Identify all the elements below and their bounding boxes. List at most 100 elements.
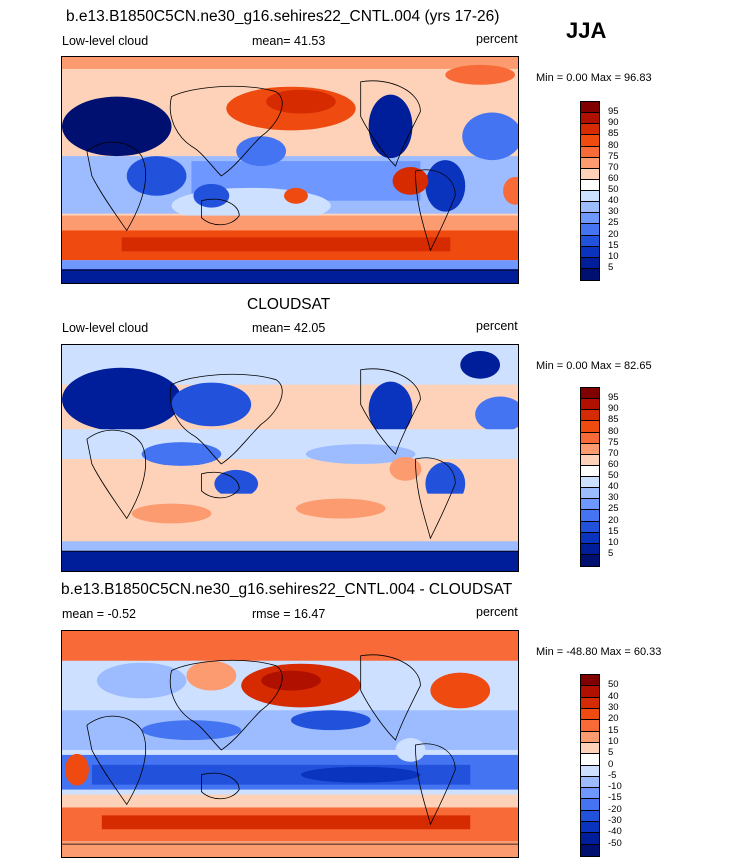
colorbar-label: 95 bbox=[608, 392, 619, 404]
colorbar-swatch bbox=[581, 510, 599, 522]
panel1-colorbar-labels: 95 90 85 80 75 70 60 50 40 30 25 20 15 10 5 bbox=[608, 101, 648, 281]
colorbar-swatch bbox=[581, 432, 599, 444]
colorbar-swatch bbox=[581, 465, 599, 477]
colorbar-swatch bbox=[581, 844, 599, 856]
colorbar-swatch bbox=[581, 765, 599, 777]
season-label: JJA bbox=[566, 18, 607, 43]
colorbar-swatch bbox=[581, 191, 599, 203]
colorbar-label: 20 bbox=[608, 514, 619, 526]
colorbar-swatch bbox=[581, 799, 599, 811]
colorbar-swatch bbox=[581, 532, 599, 544]
colorbar-swatch bbox=[581, 135, 599, 147]
colorbar-label: -10 bbox=[608, 781, 622, 793]
colorbar-swatch bbox=[581, 146, 599, 158]
colorbar-label: 10 bbox=[608, 536, 619, 548]
colorbar-swatch bbox=[581, 488, 599, 500]
colorbar-label: 70 bbox=[608, 447, 619, 459]
panel3-colorbar bbox=[580, 674, 600, 857]
colorbar-swatch bbox=[581, 742, 599, 755]
colorbar-swatch bbox=[581, 113, 599, 125]
colorbar-label: 10 bbox=[608, 735, 619, 747]
colorbar-label: 40 bbox=[608, 690, 619, 702]
colorbar-swatch bbox=[581, 477, 599, 489]
panel2-colorbar-labels: 95 90 85 80 75 70 60 50 40 30 25 20 15 10 5 bbox=[608, 387, 648, 567]
colorbar-swatch bbox=[581, 213, 599, 225]
colorbar-swatch bbox=[581, 202, 599, 214]
colorbar-swatch bbox=[581, 454, 599, 466]
panel1-units-label: percent bbox=[476, 32, 518, 46]
colorbar-label: -40 bbox=[608, 826, 622, 838]
colorbar-label: 5 bbox=[608, 747, 614, 759]
colorbar-label: 50 bbox=[608, 184, 619, 195]
colorbar-swatch bbox=[581, 697, 599, 709]
colorbar-swatch bbox=[581, 833, 599, 845]
colorbar-swatch bbox=[581, 810, 599, 823]
colorbar-swatch bbox=[581, 410, 599, 422]
colorbar-swatch bbox=[581, 720, 599, 732]
panel3-rmse-label: rmse = 16.47 bbox=[252, 607, 326, 621]
colorbar-label: -15 bbox=[608, 792, 622, 804]
panel3-minmax: Min = -48.80 Max = 60.33 bbox=[536, 646, 662, 658]
colorbar-label: 10 bbox=[608, 250, 619, 262]
colorbar-label: 5 bbox=[608, 261, 614, 273]
colorbar-label: 15 bbox=[608, 724, 619, 736]
panel2-map bbox=[61, 344, 519, 572]
colorbar-label: 5 bbox=[608, 547, 614, 559]
colorbar-label: -30 bbox=[608, 815, 622, 827]
colorbar-label: 30 bbox=[608, 701, 619, 713]
colorbar-label: 0 bbox=[608, 758, 614, 770]
colorbar-label: -50 bbox=[608, 837, 622, 849]
panel1-title: b.e13.B1850C5CN.ne30_g16.sehires22_CNTL.… bbox=[66, 8, 500, 25]
colorbar-swatch bbox=[581, 543, 599, 555]
colorbar-swatch bbox=[581, 179, 599, 191]
panel2-colorbar bbox=[580, 387, 600, 567]
colorbar-swatch bbox=[581, 776, 599, 789]
colorbar-label: 25 bbox=[608, 503, 619, 515]
panel2-minmax: Min = 0.00 Max = 82.65 bbox=[536, 360, 652, 372]
colorbar-label: 30 bbox=[608, 492, 619, 504]
colorbar-label: 75 bbox=[608, 436, 619, 448]
colorbar-swatch bbox=[581, 686, 599, 698]
colorbar-swatch bbox=[581, 224, 599, 236]
colorbar-label: 90 bbox=[608, 403, 619, 415]
colorbar-swatch bbox=[581, 443, 599, 455]
colorbar-label: 50 bbox=[608, 470, 619, 481]
colorbar-swatch bbox=[581, 554, 599, 566]
colorbar-label: 20 bbox=[608, 228, 619, 240]
colorbar-swatch bbox=[581, 788, 599, 800]
colorbar-swatch bbox=[581, 157, 599, 169]
panel1-colorbar bbox=[580, 101, 600, 281]
colorbar-swatch bbox=[581, 246, 599, 258]
panel2-title: CLOUDSAT bbox=[247, 296, 331, 313]
panel3-map bbox=[61, 630, 519, 858]
colorbar-label: 25 bbox=[608, 217, 619, 229]
colorbar-label: 70 bbox=[608, 161, 619, 173]
panel3-mean-label: mean = -0.52 bbox=[62, 607, 137, 621]
colorbar-label: 30 bbox=[608, 206, 619, 218]
panel3-colorbar-labels: 50 40 30 20 15 10 5 0 -5 -10 -15 -20 -30 -40 -50 bbox=[608, 674, 648, 857]
colorbar-swatch bbox=[581, 521, 599, 533]
colorbar-swatch bbox=[581, 421, 599, 433]
panel3-units-label: percent bbox=[476, 605, 518, 619]
colorbar-label: -20 bbox=[608, 803, 622, 815]
colorbar-label: 80 bbox=[608, 139, 619, 151]
colorbar-label: 80 bbox=[608, 425, 619, 437]
panel1-map bbox=[61, 56, 519, 284]
colorbar-swatch bbox=[581, 268, 599, 280]
panel1-minmax: Min = 0.00 Max = 96.83 bbox=[536, 72, 652, 84]
colorbar-swatch bbox=[581, 388, 599, 400]
colorbar-label: 50 bbox=[608, 679, 619, 691]
panel2-units-label: percent bbox=[476, 319, 518, 333]
panel2-mean-label: mean= 42.05 bbox=[252, 321, 326, 335]
colorbar-swatch bbox=[581, 822, 599, 834]
colorbar-label: 15 bbox=[608, 525, 619, 537]
panel1-left-label: Low-level cloud bbox=[62, 34, 149, 48]
colorbar-label: 40 bbox=[608, 481, 619, 493]
colorbar-swatch bbox=[581, 124, 599, 136]
colorbar-label: 60 bbox=[608, 458, 619, 470]
panel3-title: b.e13.B1850C5CN.ne30_g16.sehires22_CNTL.… bbox=[61, 581, 513, 598]
panel2-left-label: Low-level cloud bbox=[62, 321, 149, 335]
colorbar-swatch bbox=[581, 675, 599, 687]
colorbar-swatch bbox=[581, 235, 599, 247]
colorbar-label: 90 bbox=[608, 117, 619, 129]
